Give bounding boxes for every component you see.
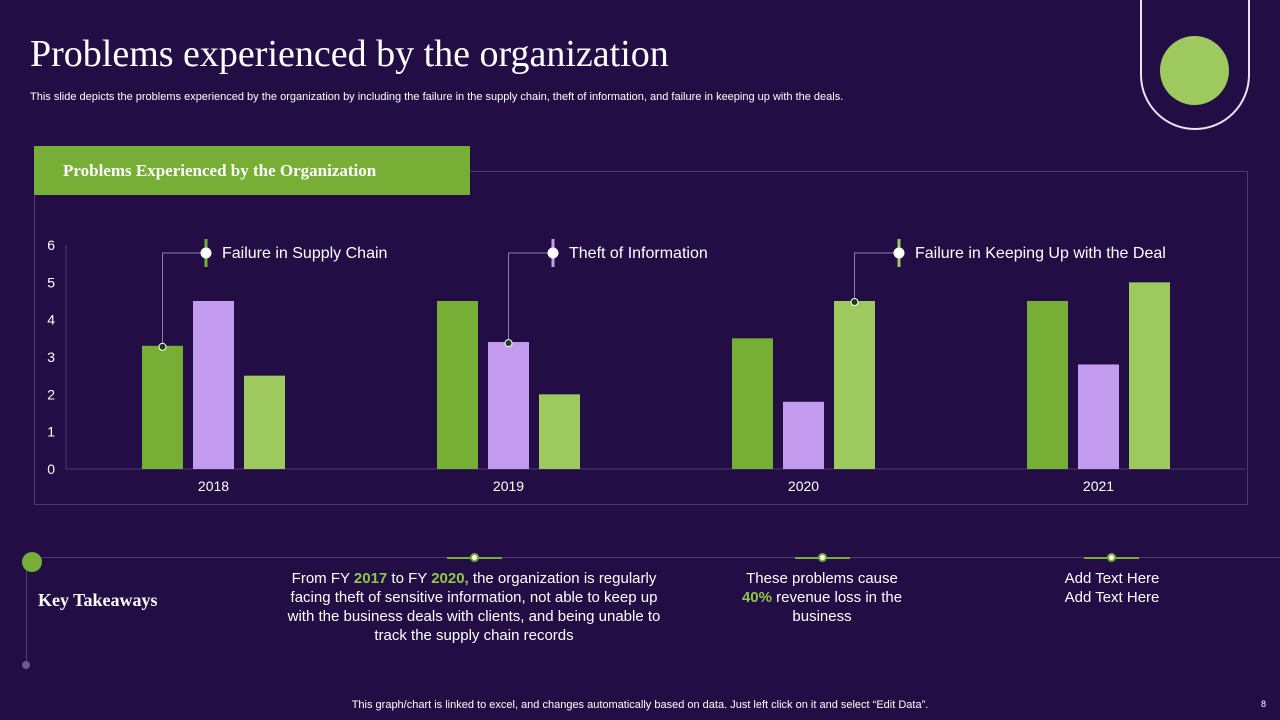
legend-connector: [854, 252, 899, 302]
y-tick-label: 5: [47, 274, 55, 290]
takeaway-1-prefix: From FY: [291, 570, 354, 587]
takeaway-3-line-2: Add Text Here: [1064, 589, 1160, 606]
legend-connector: [162, 252, 206, 347]
takeaway-text-3[interactable]: Add Text Here Add Text Here: [1012, 569, 1212, 607]
takeaway-1-suffix: the organization is regularly facing the…: [287, 570, 661, 644]
takeaway-1-mid: to FY: [387, 570, 432, 587]
chart-frame[interactable]: [34, 171, 1248, 505]
bar-2019-series-1: [437, 301, 478, 469]
bar-2021-series-3: [1129, 282, 1170, 469]
bar-2018-series-1: [142, 345, 183, 469]
y-tick-label: 3: [47, 349, 55, 365]
decorative-ring: [1140, 0, 1250, 130]
legend-anchor-dot: [158, 342, 167, 351]
decorative-circle: [1160, 36, 1229, 105]
bar-2018-series-2: [193, 301, 234, 469]
slide-title: Problems experienced by the organization: [30, 33, 669, 75]
legend-marker-dot: [893, 247, 905, 259]
chart-header: Problems Experienced by the Organization: [34, 146, 470, 195]
footer-note: This graph/chart is linked to excel, and…: [351, 699, 929, 711]
x-tick-label: 2020: [788, 478, 819, 494]
bar-2020-series-2: [783, 401, 824, 469]
page-number: 8: [1261, 699, 1267, 709]
takeaways-small-dot: [22, 661, 30, 669]
takeaway-text-2[interactable]: These problems cause 40% revenue loss in…: [722, 569, 922, 626]
takeaway-marker-dot-3: [1107, 553, 1116, 562]
takeaway-2-suffix: revenue loss in the business: [771, 589, 903, 625]
y-tick-label: 6: [47, 237, 55, 253]
legend-connector: [508, 252, 553, 344]
takeaway-1-year-start: 2017: [353, 570, 388, 587]
takeaway-text-1[interactable]: From FY 2017 to FY 2020, the organizatio…: [277, 569, 671, 645]
legend-anchor-dot: [850, 298, 859, 306]
takeaways-line: [32, 557, 1280, 558]
x-tick-label: 2019: [493, 478, 524, 494]
legend-anchor-dot: [504, 339, 513, 348]
legend-label: Failure in Keeping Up with the Deal: [915, 245, 1166, 262]
y-tick-label: 2: [47, 386, 55, 402]
takeaway-3-line-1: Add Text Here: [1064, 570, 1160, 587]
bar-2020-series-3: [834, 301, 875, 469]
bar-2021-series-1: [1027, 301, 1068, 469]
bar-2020-series-1: [732, 338, 773, 469]
bar-2018-series-3: [244, 375, 285, 469]
legend-label: Theft of Information: [569, 245, 708, 262]
takeaway-2-highlight: 40%: [741, 589, 772, 606]
legend-label: Failure in Supply Chain: [222, 245, 387, 262]
y-tick-label: 0: [47, 461, 55, 477]
key-takeaways-label: Key Takeaways: [38, 590, 158, 610]
takeaways-dot: [22, 552, 42, 572]
slide-subtitle: This slide depicts the problems experien…: [30, 91, 844, 103]
takeaway-2-prefix: These problems cause: [746, 570, 898, 587]
bar-2019-series-2: [488, 342, 529, 469]
takeaway-marker-dot-2: [818, 553, 827, 562]
legend-marker-dot: [200, 247, 212, 259]
x-tick-label: 2021: [1083, 478, 1114, 494]
bar-2021-series-2: [1078, 364, 1119, 469]
takeaways-vertical-line: [26, 570, 27, 662]
legend-marker-dot: [547, 247, 559, 259]
x-tick-label: 2018: [198, 478, 229, 494]
bar-2019-series-3: [539, 394, 580, 469]
y-tick-label: 4: [47, 312, 55, 328]
y-tick-label: 1: [47, 424, 55, 440]
takeaway-1-year-end: 2020,: [431, 570, 469, 587]
takeaway-marker-dot-1: [470, 553, 479, 562]
